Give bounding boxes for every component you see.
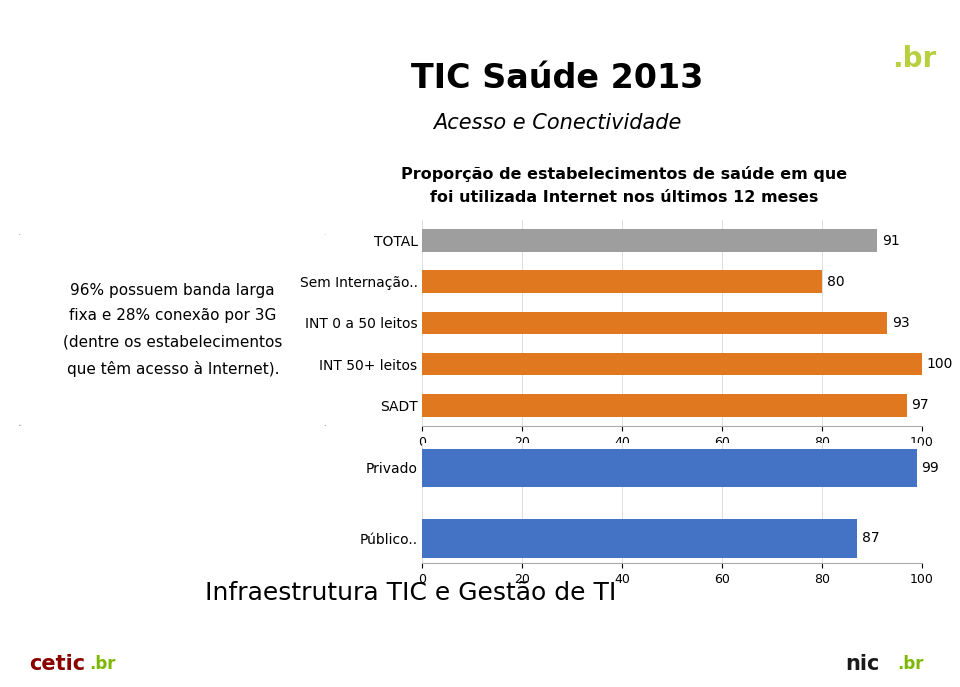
FancyBboxPatch shape — [16, 232, 329, 428]
Text: Comitê Gestor da Internet no Brasil: Comitê Gestor da Internet no Brasil — [10, 16, 183, 27]
Text: nic: nic — [845, 654, 879, 675]
Bar — [422, 271, 822, 293]
Text: Proporção de estabelecimentos de saúde em que
foi utilizada Internet nos últimos: Proporção de estabelecimentos de saúde e… — [401, 166, 847, 205]
Text: Infraestrutura TIC e Gestão de TI: Infraestrutura TIC e Gestão de TI — [204, 581, 616, 605]
Bar — [422, 449, 917, 487]
Text: 80: 80 — [827, 275, 845, 289]
Bar — [422, 312, 887, 334]
Text: 93: 93 — [892, 316, 909, 330]
Text: 96% possuem banda larga
fixa e 28% conexão por 3G
(dentre os estabelecimentos
qu: 96% possuem banda larga fixa e 28% conex… — [63, 282, 282, 377]
Text: cgi: cgi — [807, 43, 868, 76]
Text: cetic: cetic — [29, 654, 84, 675]
Text: 87: 87 — [862, 532, 879, 545]
Text: 99: 99 — [922, 461, 939, 475]
Text: 100: 100 — [926, 357, 953, 371]
Text: Acesso e Conectividade: Acesso e Conectividade — [433, 113, 681, 133]
Bar — [422, 229, 876, 252]
Text: TIC Saúde 2013: TIC Saúde 2013 — [411, 62, 703, 95]
Text: .br: .br — [89, 655, 116, 673]
Bar — [422, 352, 922, 375]
Text: .br: .br — [898, 655, 924, 673]
Text: 91: 91 — [881, 234, 900, 247]
Bar — [422, 394, 906, 416]
Bar — [422, 519, 856, 558]
Text: 97: 97 — [912, 398, 929, 412]
Text: .br: .br — [892, 45, 936, 74]
